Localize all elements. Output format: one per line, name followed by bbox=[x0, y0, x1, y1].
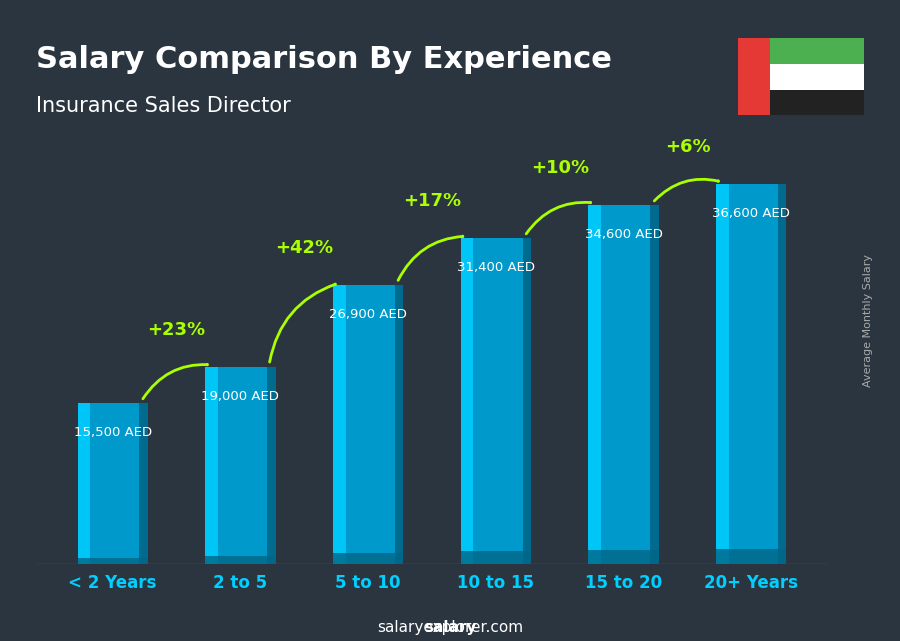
FancyBboxPatch shape bbox=[523, 238, 531, 564]
Bar bbox=[770, 90, 864, 115]
FancyBboxPatch shape bbox=[716, 549, 787, 564]
FancyArrowPatch shape bbox=[143, 364, 207, 399]
FancyBboxPatch shape bbox=[333, 285, 346, 564]
FancyBboxPatch shape bbox=[77, 558, 148, 564]
Text: 36,600 AED: 36,600 AED bbox=[713, 207, 790, 220]
Text: 26,900 AED: 26,900 AED bbox=[329, 308, 407, 320]
Text: +23%: +23% bbox=[148, 321, 205, 339]
FancyBboxPatch shape bbox=[333, 285, 403, 564]
FancyBboxPatch shape bbox=[716, 184, 729, 564]
FancyBboxPatch shape bbox=[205, 367, 218, 564]
FancyArrowPatch shape bbox=[526, 202, 590, 234]
Text: +17%: +17% bbox=[403, 192, 461, 210]
Text: 19,000 AED: 19,000 AED bbox=[202, 390, 279, 403]
FancyArrowPatch shape bbox=[654, 179, 718, 201]
Text: Average Monthly Salary: Average Monthly Salary bbox=[863, 254, 873, 387]
FancyBboxPatch shape bbox=[589, 550, 659, 564]
Text: Salary Comparison By Experience: Salary Comparison By Experience bbox=[36, 45, 612, 74]
Text: salary: salary bbox=[424, 620, 476, 635]
FancyBboxPatch shape bbox=[333, 553, 403, 564]
FancyBboxPatch shape bbox=[651, 205, 659, 564]
FancyBboxPatch shape bbox=[267, 367, 275, 564]
FancyBboxPatch shape bbox=[589, 205, 659, 564]
Bar bbox=[770, 38, 864, 64]
FancyBboxPatch shape bbox=[140, 403, 148, 564]
Text: 34,600 AED: 34,600 AED bbox=[585, 228, 662, 241]
Text: 15,500 AED: 15,500 AED bbox=[74, 426, 152, 439]
FancyBboxPatch shape bbox=[205, 367, 275, 564]
FancyBboxPatch shape bbox=[589, 205, 601, 564]
FancyBboxPatch shape bbox=[77, 403, 148, 564]
FancyBboxPatch shape bbox=[716, 184, 787, 564]
Text: +42%: +42% bbox=[275, 239, 333, 257]
FancyBboxPatch shape bbox=[461, 551, 531, 564]
Text: 31,400 AED: 31,400 AED bbox=[457, 261, 535, 274]
Text: Insurance Sales Director: Insurance Sales Director bbox=[36, 96, 291, 116]
FancyBboxPatch shape bbox=[461, 238, 473, 564]
FancyBboxPatch shape bbox=[77, 403, 90, 564]
FancyBboxPatch shape bbox=[395, 285, 403, 564]
Bar bbox=[738, 38, 770, 115]
Text: salaryexplorer.com: salaryexplorer.com bbox=[377, 620, 523, 635]
FancyArrowPatch shape bbox=[270, 284, 336, 362]
FancyArrowPatch shape bbox=[398, 236, 463, 280]
FancyBboxPatch shape bbox=[778, 184, 787, 564]
FancyBboxPatch shape bbox=[461, 238, 531, 564]
Text: +10%: +10% bbox=[531, 159, 589, 177]
FancyBboxPatch shape bbox=[205, 556, 275, 564]
Text: +6%: +6% bbox=[665, 138, 710, 156]
Bar bbox=[770, 64, 864, 90]
